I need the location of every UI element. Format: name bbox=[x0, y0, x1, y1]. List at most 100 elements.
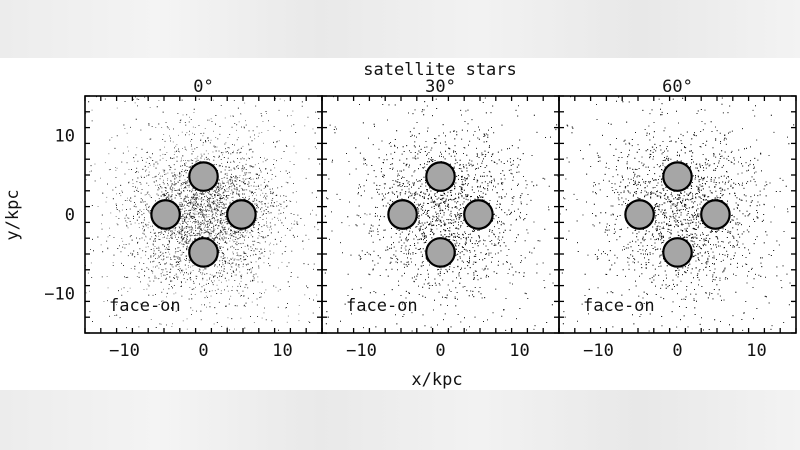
data-point bbox=[196, 192, 197, 194]
data-point bbox=[209, 197, 211, 199]
data-point bbox=[250, 148, 252, 150]
data-point bbox=[197, 227, 199, 229]
data-point bbox=[190, 237, 191, 239]
data-point bbox=[280, 206, 282, 208]
data-point bbox=[217, 288, 219, 290]
data-point bbox=[161, 269, 162, 271]
data-point bbox=[221, 210, 223, 211]
data-point bbox=[194, 198, 196, 199]
data-point bbox=[184, 148, 186, 150]
data-point bbox=[184, 259, 185, 260]
data-point bbox=[182, 114, 184, 116]
data-point bbox=[221, 204, 223, 205]
data-point bbox=[178, 233, 180, 235]
data-point bbox=[218, 189, 220, 191]
data-point bbox=[232, 192, 234, 194]
data-point bbox=[270, 253, 271, 255]
data-point bbox=[179, 206, 181, 207]
data-point bbox=[180, 259, 181, 261]
data-point bbox=[285, 145, 287, 147]
data-point bbox=[127, 217, 128, 219]
data-point bbox=[237, 259, 239, 261]
data-point bbox=[213, 130, 214, 132]
data-point bbox=[145, 194, 147, 195]
data-point bbox=[266, 221, 267, 223]
data-point bbox=[251, 270, 253, 272]
data-point bbox=[107, 300, 108, 302]
data-point bbox=[170, 257, 171, 259]
data-point bbox=[226, 195, 227, 196]
data-point bbox=[218, 164, 220, 166]
data-point bbox=[197, 233, 198, 234]
data-point bbox=[190, 119, 192, 120]
data-point bbox=[210, 230, 212, 232]
data-point bbox=[176, 190, 178, 191]
data-point bbox=[172, 141, 174, 143]
data-point bbox=[261, 214, 263, 216]
data-point bbox=[176, 264, 178, 266]
data-point bbox=[142, 225, 144, 227]
data-point bbox=[246, 189, 248, 191]
data-point bbox=[167, 184, 169, 186]
data-point bbox=[222, 152, 224, 154]
data-point bbox=[190, 145, 192, 147]
data-point bbox=[181, 251, 183, 253]
data-point bbox=[201, 232, 202, 234]
data-point bbox=[214, 146, 216, 148]
data-point bbox=[196, 213, 198, 215]
data-point bbox=[218, 185, 220, 187]
data-point bbox=[279, 98, 281, 100]
data-point bbox=[187, 242, 189, 244]
data-point bbox=[256, 126, 258, 128]
data-point bbox=[283, 225, 284, 226]
data-point bbox=[208, 193, 210, 195]
data-point bbox=[166, 262, 167, 264]
data-point bbox=[266, 195, 268, 197]
data-point bbox=[196, 197, 198, 198]
data-point bbox=[211, 227, 212, 228]
data-point bbox=[251, 301, 253, 303]
data-point bbox=[145, 246, 147, 248]
data-point bbox=[168, 238, 170, 239]
data-point bbox=[132, 183, 134, 184]
data-point bbox=[122, 246, 124, 248]
data-point bbox=[279, 203, 281, 205]
data-point bbox=[229, 202, 231, 204]
data-point bbox=[272, 204, 274, 206]
data-point bbox=[288, 286, 290, 287]
data-point bbox=[201, 304, 203, 306]
data-point bbox=[222, 193, 224, 194]
data-point bbox=[253, 279, 255, 281]
data-point bbox=[140, 281, 141, 283]
data-point bbox=[202, 207, 203, 208]
data-point bbox=[246, 153, 247, 155]
data-point bbox=[90, 262, 92, 264]
data-point bbox=[263, 312, 265, 314]
data-point bbox=[193, 213, 194, 215]
data-point bbox=[181, 295, 183, 297]
data-point bbox=[116, 304, 117, 306]
data-point bbox=[245, 235, 247, 237]
data-point bbox=[143, 209, 145, 210]
data-point bbox=[218, 155, 220, 157]
data-point bbox=[230, 178, 232, 180]
data-point bbox=[155, 253, 157, 255]
data-point bbox=[252, 244, 254, 246]
data-point bbox=[213, 200, 215, 202]
data-point bbox=[179, 270, 180, 272]
data-point bbox=[137, 187, 138, 189]
data-point bbox=[210, 235, 212, 237]
data-point bbox=[269, 227, 271, 228]
data-point bbox=[184, 216, 186, 218]
data-point bbox=[137, 241, 139, 243]
data-point bbox=[175, 273, 177, 275]
data-point bbox=[205, 199, 207, 201]
data-point bbox=[174, 259, 176, 260]
data-point bbox=[243, 175, 245, 176]
data-point bbox=[176, 275, 178, 277]
data-point bbox=[248, 143, 249, 145]
data-point bbox=[231, 185, 233, 187]
data-point bbox=[226, 305, 227, 307]
data-point bbox=[118, 218, 120, 219]
data-point bbox=[184, 234, 186, 235]
